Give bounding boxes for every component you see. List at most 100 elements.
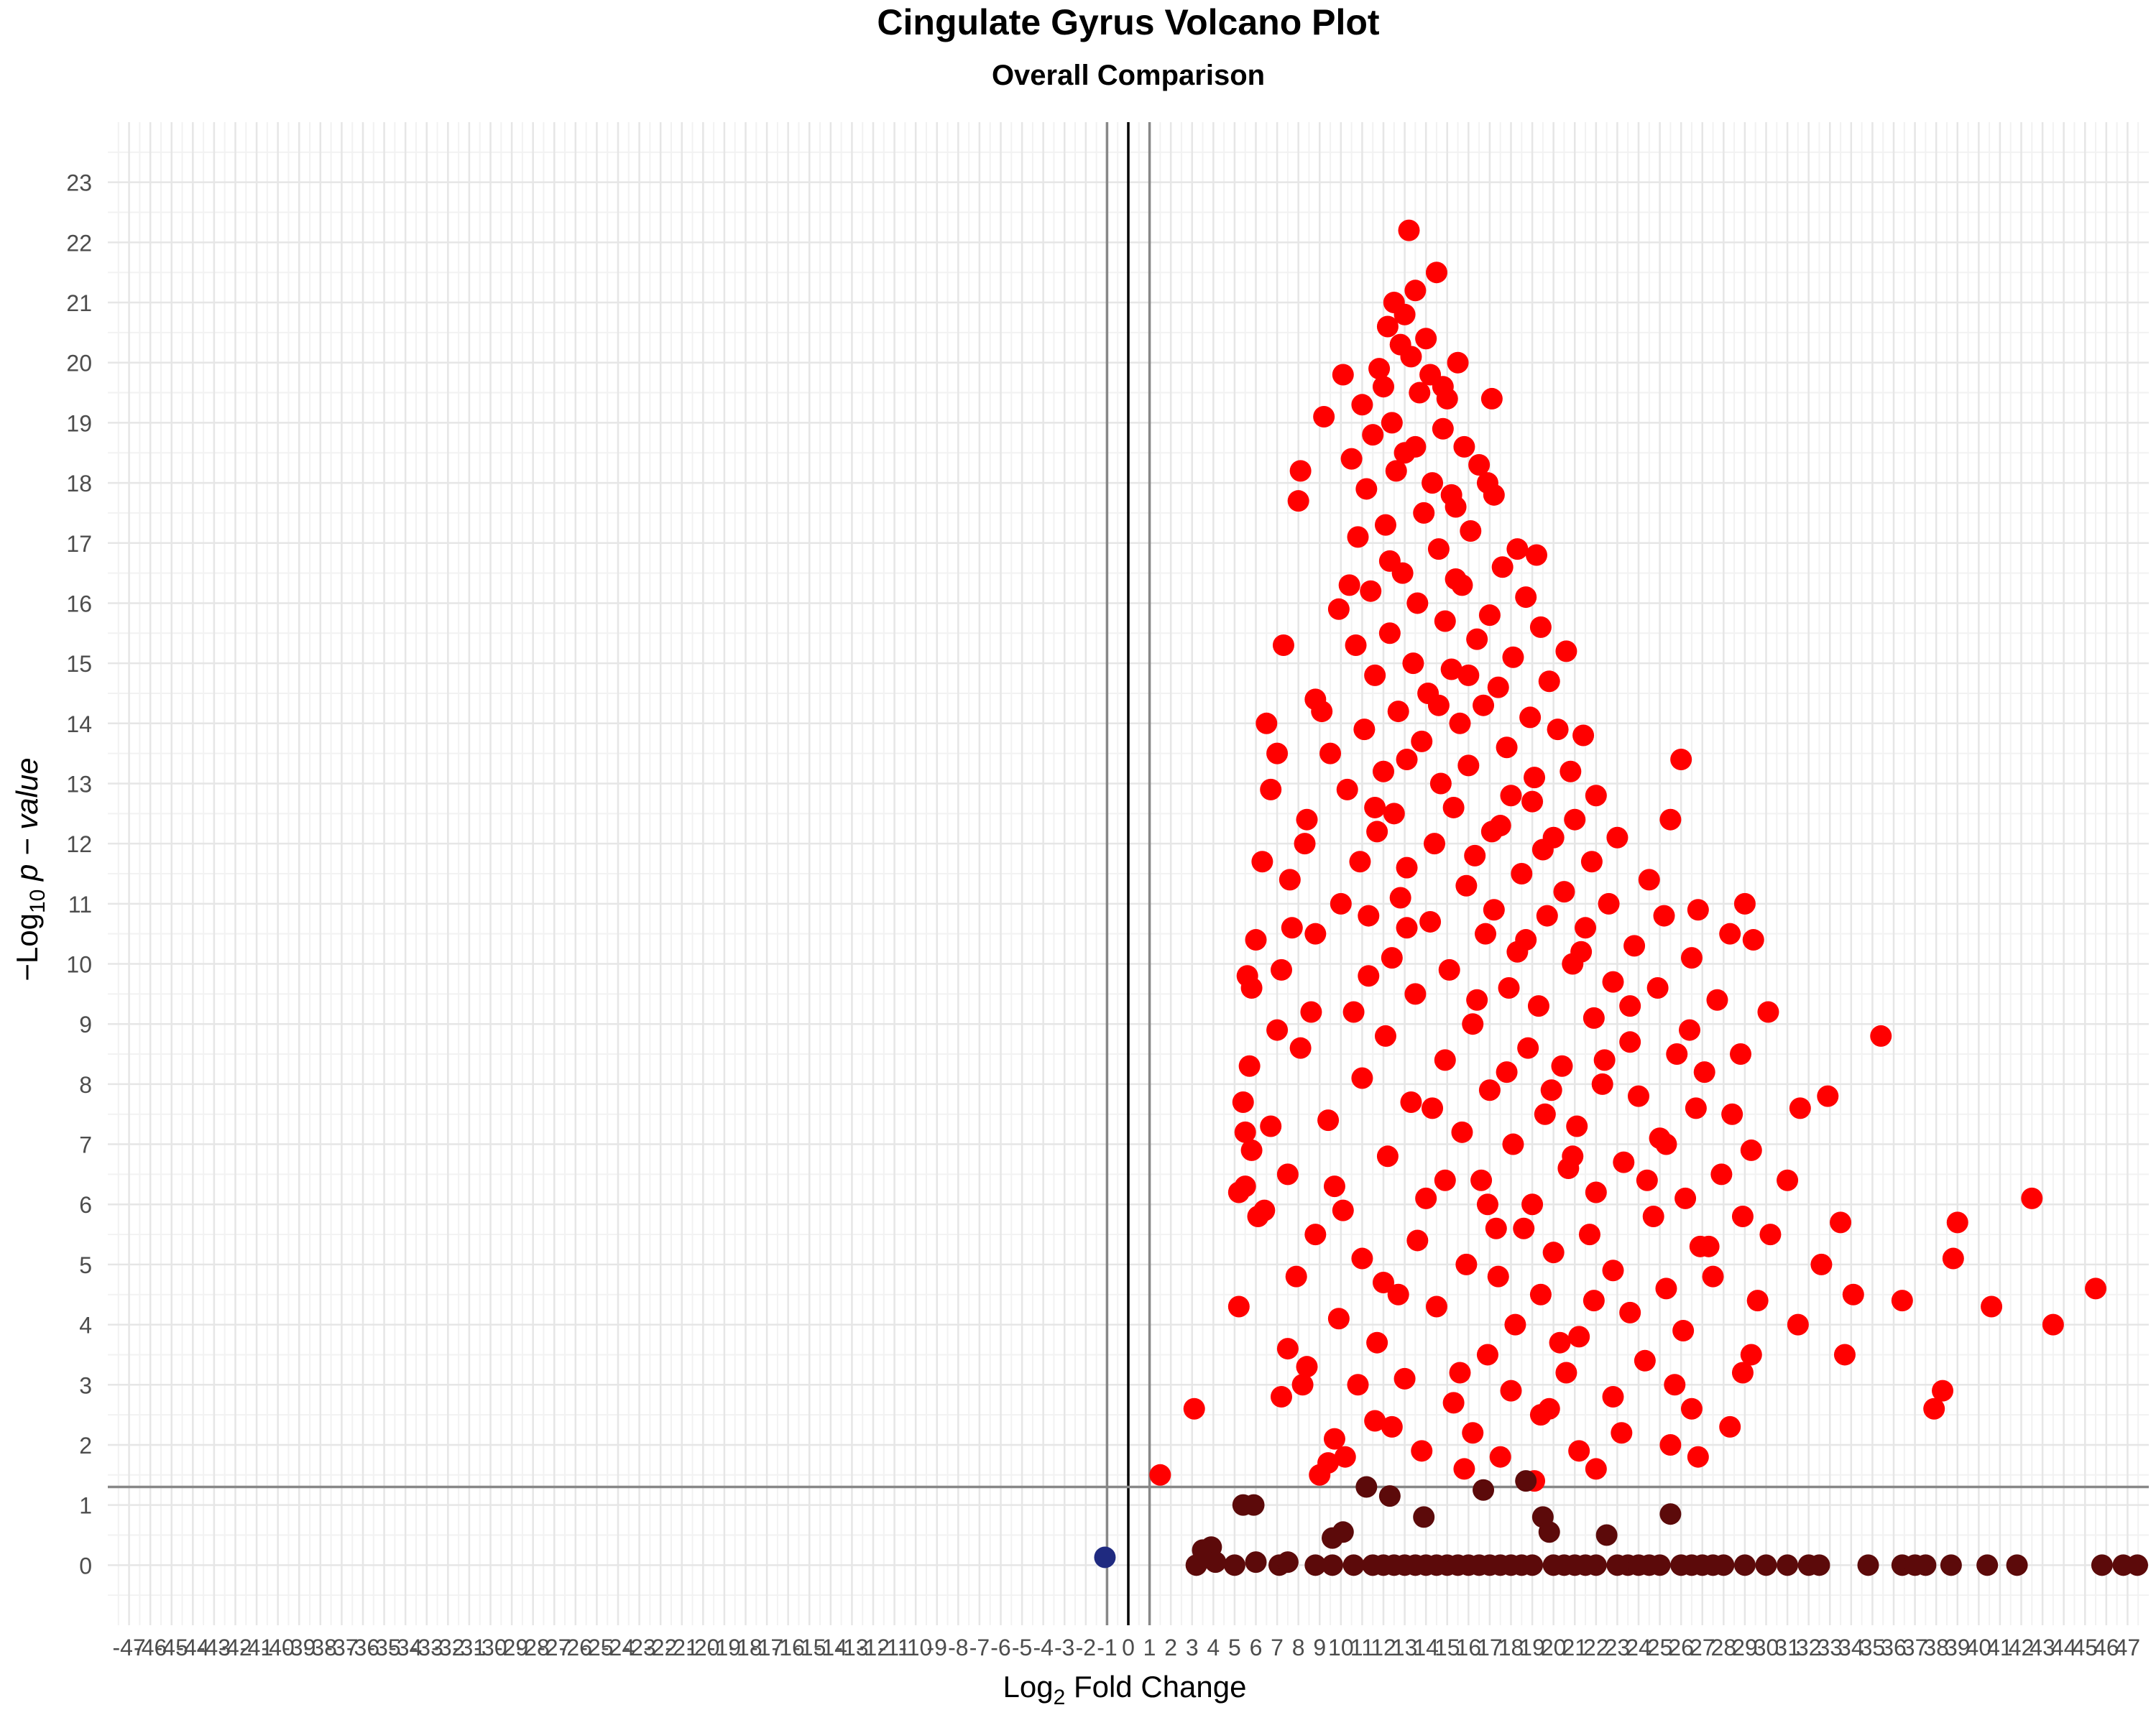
y-tick-label: 18: [66, 471, 92, 496]
data-point: [2127, 1554, 2148, 1576]
data-point: [1549, 1331, 1571, 1354]
x-tick-label: -1: [1097, 1635, 1117, 1660]
x-tick-label: 7: [1271, 1635, 1284, 1660]
data-point: [1857, 1554, 1879, 1576]
data-point: [1404, 279, 1427, 302]
data-point: [1429, 772, 1452, 795]
data-point: [1419, 910, 1442, 933]
data-point: [1500, 1380, 1522, 1402]
data-point: [2006, 1554, 2028, 1576]
data-point: [1296, 808, 1318, 831]
data-point: [1376, 1145, 1399, 1168]
data-point: [1733, 1554, 1756, 1576]
data-point: [1362, 424, 1384, 446]
data-point: [1319, 742, 1342, 764]
y-tick-label: 21: [66, 290, 92, 316]
data-point: [1411, 730, 1433, 752]
data-point: [1833, 1344, 1856, 1366]
y-tick-label: 14: [66, 711, 92, 737]
data-point: [1789, 1097, 1811, 1119]
data-point: [1659, 808, 1682, 831]
data-point: [1338, 574, 1360, 596]
data-point: [1595, 1524, 1618, 1546]
data-point: [1808, 1554, 1830, 1576]
data-point: [1500, 785, 1522, 807]
x-tick-label: 43: [2030, 1635, 2055, 1660]
data-point: [1755, 1554, 1777, 1576]
data-point: [1719, 923, 1741, 945]
x-tick-label: -36: [346, 1635, 379, 1660]
x-tick-label: 6: [1250, 1635, 1263, 1660]
y-tick-label: 11: [68, 892, 92, 918]
data-point: [1427, 538, 1450, 560]
data-point: [1475, 923, 1496, 945]
data-point: [1619, 1301, 1641, 1323]
data-point: [1502, 646, 1524, 668]
data-point: [1693, 1061, 1715, 1084]
y-tick-label: 22: [66, 230, 92, 256]
data-point: [1358, 965, 1380, 987]
data-point: [1245, 929, 1267, 951]
data-point: [1351, 1247, 1373, 1270]
y-tick-label: 20: [66, 351, 92, 376]
data-point: [1529, 616, 1552, 638]
data-point: [1364, 1410, 1386, 1432]
data-point: [1976, 1554, 1999, 1576]
data-point: [2042, 1313, 2064, 1336]
data-point: [1628, 1085, 1649, 1107]
x-tick-label: -28: [517, 1635, 550, 1660]
data-point: [1396, 749, 1418, 771]
data-point: [1413, 502, 1435, 524]
x-tick-label: 31: [1774, 1635, 1800, 1660]
data-point: [1381, 1415, 1403, 1438]
data-point: [1378, 550, 1401, 572]
x-tick-label: -9: [927, 1635, 947, 1660]
data-point: [1638, 869, 1660, 891]
x-tick-label: 18: [1498, 1635, 1524, 1660]
x-tick-label: -10: [899, 1635, 932, 1660]
x-tick-label: -6: [990, 1635, 1010, 1660]
y-tick-label: 6: [79, 1192, 92, 1218]
data-point: [1336, 778, 1358, 800]
reference-lines: [108, 122, 2149, 1625]
y-tick-label: 9: [79, 1012, 92, 1038]
data-point: [1442, 1392, 1465, 1414]
data-point: [1560, 760, 1582, 782]
data-point: [1404, 435, 1427, 458]
data-point: [1378, 1485, 1401, 1507]
x-tick-label: 23: [1605, 1635, 1631, 1660]
data-point: [1932, 1380, 1954, 1402]
data-point: [1602, 1260, 1624, 1282]
x-tick-label: 25: [1647, 1635, 1673, 1660]
x-tick-label: -14: [814, 1635, 847, 1660]
data-point: [1713, 1554, 1735, 1576]
x-axis-label-prefix: Log: [1003, 1670, 1054, 1704]
data-point: [1238, 1055, 1261, 1077]
data-point: [1276, 1551, 1299, 1574]
data-point: [1373, 760, 1394, 782]
data-point: [1685, 1097, 1707, 1119]
data-point: [1266, 1019, 1289, 1041]
data-point: [1304, 923, 1327, 945]
data-point: [1355, 1476, 1378, 1498]
data-point: [1810, 1253, 1833, 1275]
data-point: [1619, 1031, 1641, 1053]
data-point: [1342, 1001, 1365, 1023]
data-point: [1619, 995, 1641, 1017]
data-point: [1478, 604, 1501, 627]
x-tick-label: 41: [1987, 1635, 2013, 1660]
data-point: [1504, 1313, 1526, 1336]
data-point: [1538, 1397, 1560, 1420]
x-tick-labels: -47-46-45-44-43-42-41-40-39-38-37-36-35-…: [112, 1635, 2140, 1660]
x-tick-label: -26: [559, 1635, 592, 1660]
x-tick-label: -38: [304, 1635, 337, 1660]
x-tick-label: 46: [2093, 1635, 2119, 1660]
data-point: [1400, 1091, 1422, 1113]
x-tick-label: -35: [367, 1635, 400, 1660]
x-tick-label: -40: [262, 1635, 295, 1660]
x-tick-label: -43: [198, 1635, 231, 1660]
y-tick-label: 8: [79, 1072, 92, 1098]
data-point: [1457, 754, 1480, 777]
x-tick-label: -11: [879, 1635, 911, 1660]
